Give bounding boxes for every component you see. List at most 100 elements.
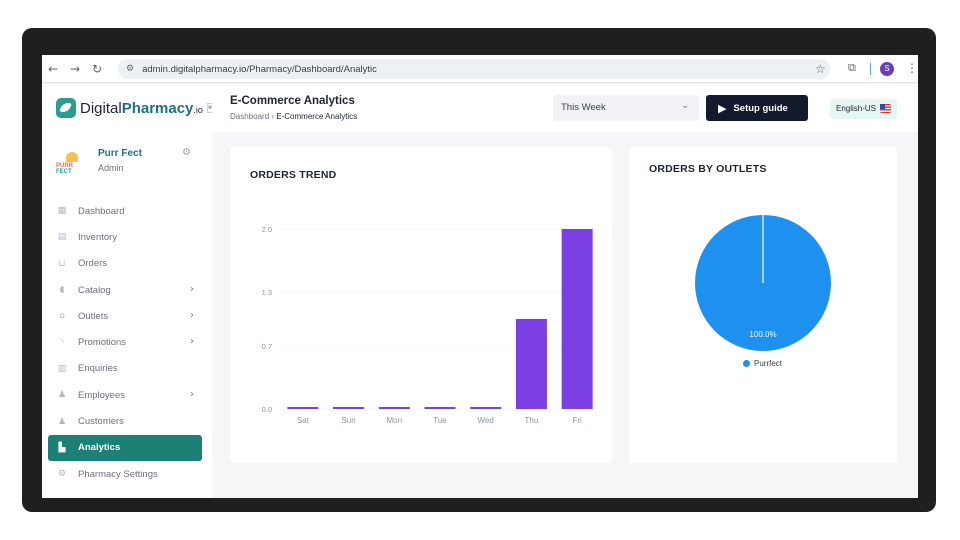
legend-swatch [743, 360, 750, 367]
dashboard-icon: ▦ [57, 206, 67, 217]
sidebar-item-label: Dashboard [78, 205, 125, 217]
y-tick-label: 1.3 [262, 288, 272, 297]
x-tick-label: Fri [572, 416, 582, 425]
period-value: This Week [561, 102, 606, 113]
play-icon: ▶ [718, 101, 727, 115]
chevron-down-icon: ⌄ [681, 101, 689, 111]
site-settings-icon[interactable]: ⚙ [126, 64, 135, 74]
y-tick-label: 0.0 [262, 405, 272, 414]
bookmark-star-icon[interactable]: ☆ [815, 62, 826, 76]
sidebar-menu: ▦ Dashboard ▤ Inventory ⊔ Orders ◖ Catalog › ⌂ Out… [48, 198, 202, 487]
sidebar-item-outlets[interactable]: ⌂ Outlets › [48, 303, 202, 329]
sidebar-item-customers[interactable]: ♟ Customers [48, 408, 202, 434]
breadcrumb-current: E-Commerce Analytics [276, 112, 358, 121]
url-text: admin.digitalpharmacy.io/Pharmacy/Dashbo… [142, 63, 377, 75]
chevron-right-icon: › [190, 310, 194, 322]
reload-icon[interactable]: ↻ [91, 61, 103, 76]
setup-guide-label: Setup guide [733, 102, 788, 114]
app-logo[interactable]: DigitalPharmacy.io ⇤ [56, 98, 217, 118]
sidebar-item-label: Orders [78, 258, 108, 270]
chevron-right-icon: › [190, 283, 194, 295]
pill-icon: ◖ [59, 285, 65, 296]
sidebar: DigitalPharmacy.io ⇤ PURR FECT Purr Fect… [42, 84, 217, 498]
language-label: English-US [836, 104, 877, 113]
browser-menu-icon[interactable]: ⋮ [906, 61, 918, 75]
orders-trend-title: ORDERS TREND [250, 169, 337, 181]
browser-toolbar: ← → ↻ ⚙ admin.digitalpharmacy.io/Pharmac… [42, 55, 918, 83]
breadcrumb-root[interactable]: Dashboard [230, 112, 270, 121]
orders-trend-card: ORDERS TREND 0.0 0.7 1.3 2.0 Sat Sun Mon Tue Wed… [230, 147, 612, 463]
us-flag-icon [880, 104, 891, 113]
page-header: E-Commerce Analytics Dashboard › E-Comme… [212, 84, 918, 132]
chevron-right-icon: › [190, 389, 194, 401]
sidebar-item-pharmacy-settings[interactable]: ⚙ Pharmacy Settings [48, 461, 202, 487]
clipboard-icon: ▥ [57, 363, 67, 374]
forward-icon[interactable]: → [69, 61, 81, 76]
sidebar-item-label: Promotions [78, 337, 127, 349]
y-tick-label: 0.7 [262, 342, 272, 351]
orders-by-outlets-title: ORDERS BY OUTLETS [649, 163, 767, 175]
bar-tue[interactable] [424, 407, 456, 409]
sidebar-item-label: Enquiries [78, 363, 118, 375]
sidebar-item-employees[interactable]: ♟ Employees › [48, 382, 202, 408]
address-bar[interactable]: ⚙ admin.digitalpharmacy.io/Pharmacy/Dash… [118, 59, 830, 79]
bar-fri[interactable] [561, 229, 593, 409]
setup-guide-button[interactable]: ▶ Setup guide [706, 95, 808, 121]
orders-trend-chart: 0.0 0.7 1.3 2.0 Sat Sun Mon Tue Wed Thu Fri [262, 225, 600, 425]
browser-window: ← → ↻ ⚙ admin.digitalpharmacy.io/Pharmac… [42, 55, 918, 498]
x-tick-label: Mon [387, 416, 403, 425]
store-profile: PURR FECT Purr Fect Admin ⚙ [56, 146, 201, 182]
analytics-icon: ▙ [58, 442, 66, 453]
legend-label: Purrfect [754, 359, 783, 368]
x-tick-label: Sat [297, 416, 310, 425]
bar-sun[interactable] [333, 407, 365, 409]
bar-thu[interactable] [515, 319, 547, 409]
store-icon: ⌂ [59, 311, 65, 322]
employees-icon: ♟ [57, 390, 67, 401]
pie-slice-label: 100.0% [749, 330, 776, 339]
promo-icon: ◝ [60, 337, 64, 348]
back-icon[interactable]: ← [47, 61, 59, 76]
x-tick-label: Wed [478, 416, 494, 425]
sidebar-item-orders[interactable]: ⊔ Orders [48, 251, 202, 277]
breadcrumb: Dashboard › E-Commerce Analytics [230, 112, 357, 121]
sidebar-item-label: Employees [78, 389, 125, 401]
sidebar-item-catalog[interactable]: ◖ Catalog › [48, 277, 202, 303]
settings-icon: ⚙ [57, 469, 67, 480]
bar-mon[interactable] [378, 407, 410, 409]
sidebar-item-dashboard[interactable]: ▦ Dashboard [48, 198, 202, 224]
store-logo-word: PURR FECT [56, 163, 74, 175]
bar-wed[interactable] [470, 407, 502, 409]
sidebar-item-promotions[interactable]: ◝ Promotions › [48, 329, 202, 355]
extensions-icon[interactable]: ⧉ [848, 61, 856, 74]
x-tick-label: Sun [341, 416, 355, 425]
page-title: E-Commerce Analytics [230, 95, 355, 107]
customers-icon: ♟ [57, 416, 67, 427]
profile-avatar[interactable]: S [880, 62, 894, 76]
profile-settings-icon[interactable]: ⚙ [182, 147, 191, 158]
bar-sat[interactable] [287, 407, 319, 409]
logo-text: DigitalPharmacy.io [80, 99, 203, 117]
sidebar-item-label: Pharmacy Settings [78, 468, 158, 480]
store-logo: PURR FECT [56, 152, 90, 176]
pie-legend: Purrfect [743, 359, 782, 368]
sidebar-item-enquiries[interactable]: ▥ Enquiries [48, 356, 202, 382]
x-tick-label: Tue [433, 416, 447, 425]
period-select[interactable]: This Week ⌄ [553, 95, 699, 121]
language-select[interactable]: English-US [830, 99, 897, 119]
cart-icon: ⊔ [58, 258, 66, 269]
sidebar-item-label: Catalog [78, 284, 111, 296]
toolbar-divider [870, 63, 871, 75]
user-role: Admin [98, 163, 124, 173]
inventory-icon: ▤ [57, 232, 67, 243]
sidebar-item-analytics[interactable]: ▙ Analytics [48, 434, 202, 461]
sidebar-item-label: Customers [78, 416, 124, 428]
leaf-logo-icon [56, 98, 76, 118]
sidebar-item-label: Analytics [78, 442, 121, 454]
store-logo-mark [66, 152, 78, 162]
breadcrumb-separator: › [271, 112, 275, 121]
sidebar-item-inventory[interactable]: ▤ Inventory [48, 224, 202, 250]
chevron-right-icon: › [190, 336, 194, 348]
store-name: Purr Fect [98, 148, 142, 159]
sidebar-item-label: Outlets [78, 310, 109, 322]
